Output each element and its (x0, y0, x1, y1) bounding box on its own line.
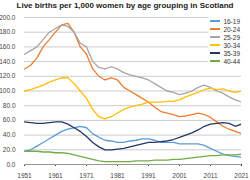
svg-text:20.0: 20.0 (3, 146, 16, 153)
html-text:20-24: 20-24 (223, 25, 240, 33)
svg-text:100.0: 100.0 (0, 87, 16, 94)
svg-text:1971: 1971 (79, 172, 94, 178)
svg-text:140.0: 140.0 (0, 58, 16, 65)
svg-text:40.0: 40.0 (3, 131, 16, 138)
svg-text:120.0: 120.0 (0, 72, 16, 79)
html-text:35-39: 35-39 (223, 49, 240, 57)
svg-text:2021: 2021 (234, 172, 249, 178)
html-text:30-34: 30-34 (223, 41, 240, 49)
svg-text:1981: 1981 (110, 172, 125, 178)
svg-text:2001: 2001 (172, 172, 187, 178)
svg-text:180.0: 180.0 (0, 28, 16, 35)
svg-text:160.0: 160.0 (0, 43, 16, 50)
svg-text:60.0: 60.0 (3, 116, 16, 123)
html-text:40-44: 40-44 (223, 57, 240, 65)
svg-text:200.0: 200.0 (0, 14, 16, 21)
svg-text:1991: 1991 (141, 172, 156, 178)
html-text:Live births per 1,000 women by: Live births per 1,000 women by age group… (16, 1, 234, 10)
svg-text:1951: 1951 (17, 172, 32, 178)
html-text:16-19: 16-19 (223, 17, 240, 25)
svg-text:80.0: 80.0 (3, 102, 16, 109)
svg-text:2011: 2011 (204, 172, 218, 178)
svg-text:0.0: 0.0 (6, 161, 15, 168)
html-text:25-29: 25-29 (223, 33, 240, 41)
svg-text:1961: 1961 (48, 172, 63, 178)
